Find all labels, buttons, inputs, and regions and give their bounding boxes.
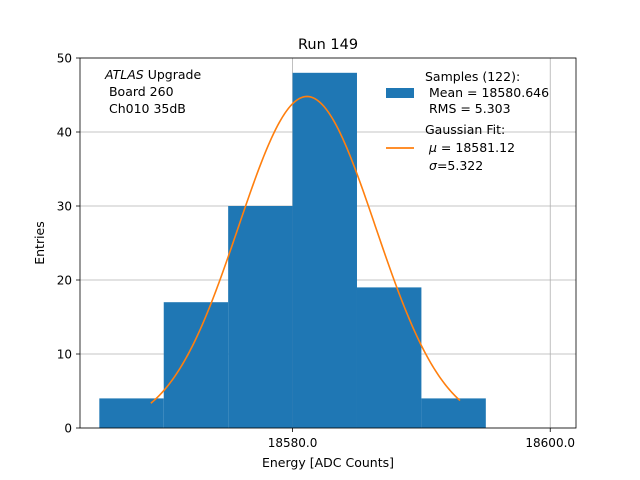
y-tick-label: 40 xyxy=(57,126,72,140)
legend-samples-title: Samples (122): xyxy=(425,69,520,84)
legend-samples-mean: Mean = 18580.646 xyxy=(425,85,549,100)
histogram-bar xyxy=(356,287,422,428)
y-axis-label: Entries xyxy=(32,221,47,265)
plot-frame xyxy=(79,57,577,429)
mu-symbol: μ xyxy=(428,140,437,155)
legend-fit-title: Gaussian Fit: xyxy=(425,122,505,137)
sigma-value: =5.322 xyxy=(437,158,483,173)
gaussian-fit-line xyxy=(150,95,461,404)
sigma-symbol: σ xyxy=(429,158,438,173)
legend-samples-rms: RMS = 5.303 xyxy=(425,101,511,116)
histogram-bar xyxy=(99,398,164,428)
x-axis-ticks: 18580.0 18600.0 xyxy=(268,428,575,450)
y-tick-label: 10 xyxy=(57,348,72,362)
annotation-channel: Ch010 35dB xyxy=(105,101,186,116)
histogram-bar xyxy=(292,72,357,429)
gaussian-fit-curve xyxy=(150,95,461,404)
x-axis-label: Energy [ADC Counts] xyxy=(262,455,394,470)
x-tick-label: 18600.0 xyxy=(525,436,575,450)
legend: Samples (122): Mean = 18580.646 RMS = 5.… xyxy=(386,69,549,173)
y-tick-label: 30 xyxy=(57,200,72,214)
histogram-bar xyxy=(228,206,293,428)
y-tick-label: 50 xyxy=(57,52,72,66)
atlas-label: ATLAS xyxy=(104,67,144,82)
chart-title: Run 149 xyxy=(298,37,358,53)
upgrade-label: Upgrade xyxy=(144,67,202,82)
legend-samples-swatch xyxy=(386,88,414,98)
histogram-bar xyxy=(163,302,229,428)
annotation-board: Board 260 xyxy=(105,84,174,99)
mu-value: = 18581.12 xyxy=(437,140,515,155)
histogram-bars xyxy=(99,72,486,429)
x-tick-label: 18580.0 xyxy=(268,436,318,450)
legend-fit-mu: μ = 18581.12 xyxy=(428,140,515,155)
y-tick-label: 20 xyxy=(57,274,72,288)
legend-fit-sigma: σ=5.322 xyxy=(429,158,483,173)
annotation-line-1: ATLAS Upgrade xyxy=(104,67,201,82)
histogram-bar xyxy=(421,398,486,428)
run-annotation: ATLAS Upgrade Board 260 Ch010 35dB xyxy=(104,67,201,116)
y-axis-ticks: 0 10 20 30 40 50 xyxy=(57,52,80,436)
y-tick-label: 0 xyxy=(64,422,72,436)
